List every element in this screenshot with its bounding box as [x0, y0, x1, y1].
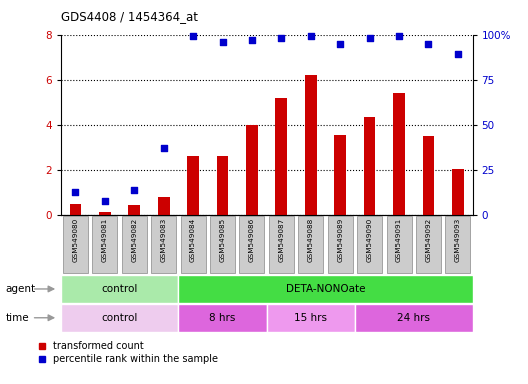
Bar	[216, 156, 229, 215]
Bar	[128, 205, 140, 215]
Text: GSM549080: GSM549080	[72, 218, 79, 262]
Bar	[158, 197, 169, 215]
Point	[336, 41, 344, 47]
FancyBboxPatch shape	[178, 304, 267, 331]
Point	[277, 35, 286, 41]
Bar	[305, 75, 317, 215]
Text: 24 hrs: 24 hrs	[397, 313, 430, 323]
Point	[101, 197, 109, 204]
Point	[248, 37, 256, 43]
Text: DETA-NONOate: DETA-NONOate	[286, 284, 365, 294]
Point	[71, 189, 80, 195]
FancyBboxPatch shape	[298, 216, 323, 273]
Point	[307, 33, 315, 40]
Text: GSM549085: GSM549085	[220, 218, 225, 262]
Bar	[70, 204, 81, 215]
Text: GDS4408 / 1454364_at: GDS4408 / 1454364_at	[61, 10, 197, 23]
FancyBboxPatch shape	[328, 216, 353, 273]
Text: GSM549081: GSM549081	[102, 218, 108, 262]
FancyBboxPatch shape	[151, 216, 176, 273]
Bar	[364, 117, 375, 215]
Point	[454, 51, 462, 58]
Text: GSM549083: GSM549083	[161, 218, 167, 262]
FancyBboxPatch shape	[178, 275, 473, 303]
FancyBboxPatch shape	[181, 216, 205, 273]
Point	[130, 187, 138, 193]
FancyBboxPatch shape	[61, 275, 178, 303]
Text: time: time	[5, 313, 29, 323]
FancyBboxPatch shape	[63, 216, 88, 273]
Legend: transformed count, percentile rank within the sample: transformed count, percentile rank withi…	[39, 341, 218, 364]
Text: GSM549088: GSM549088	[308, 218, 314, 262]
Point	[395, 33, 403, 40]
Text: GSM549084: GSM549084	[190, 218, 196, 262]
FancyBboxPatch shape	[416, 216, 441, 273]
Point	[424, 41, 432, 47]
FancyBboxPatch shape	[61, 304, 178, 331]
FancyBboxPatch shape	[267, 304, 355, 331]
Point	[159, 145, 168, 151]
FancyBboxPatch shape	[239, 216, 265, 273]
Text: GSM549087: GSM549087	[278, 218, 285, 262]
Bar	[393, 93, 405, 215]
Text: agent: agent	[5, 284, 35, 294]
FancyBboxPatch shape	[445, 216, 470, 273]
Point	[365, 35, 374, 41]
Text: GSM549089: GSM549089	[337, 218, 343, 262]
Bar	[246, 125, 258, 215]
Text: 8 hrs: 8 hrs	[209, 313, 235, 323]
FancyBboxPatch shape	[269, 216, 294, 273]
Text: control: control	[101, 284, 138, 294]
FancyBboxPatch shape	[355, 304, 473, 331]
Text: 15 hrs: 15 hrs	[294, 313, 327, 323]
Text: GSM549091: GSM549091	[396, 218, 402, 262]
FancyBboxPatch shape	[210, 216, 235, 273]
Text: control: control	[101, 313, 138, 323]
Bar	[452, 169, 464, 215]
Text: GSM549086: GSM549086	[249, 218, 255, 262]
Text: GSM549082: GSM549082	[131, 218, 137, 262]
FancyBboxPatch shape	[122, 216, 147, 273]
Text: GSM549093: GSM549093	[455, 218, 461, 262]
Text: GSM549090: GSM549090	[366, 218, 373, 262]
Bar	[99, 212, 111, 215]
FancyBboxPatch shape	[92, 216, 117, 273]
Point	[189, 33, 197, 40]
Bar	[276, 98, 287, 215]
FancyBboxPatch shape	[357, 216, 382, 273]
Bar	[187, 156, 199, 215]
Text: GSM549092: GSM549092	[426, 218, 431, 262]
Point	[218, 39, 227, 45]
FancyBboxPatch shape	[386, 216, 411, 273]
Bar	[422, 136, 435, 215]
Bar	[334, 135, 346, 215]
